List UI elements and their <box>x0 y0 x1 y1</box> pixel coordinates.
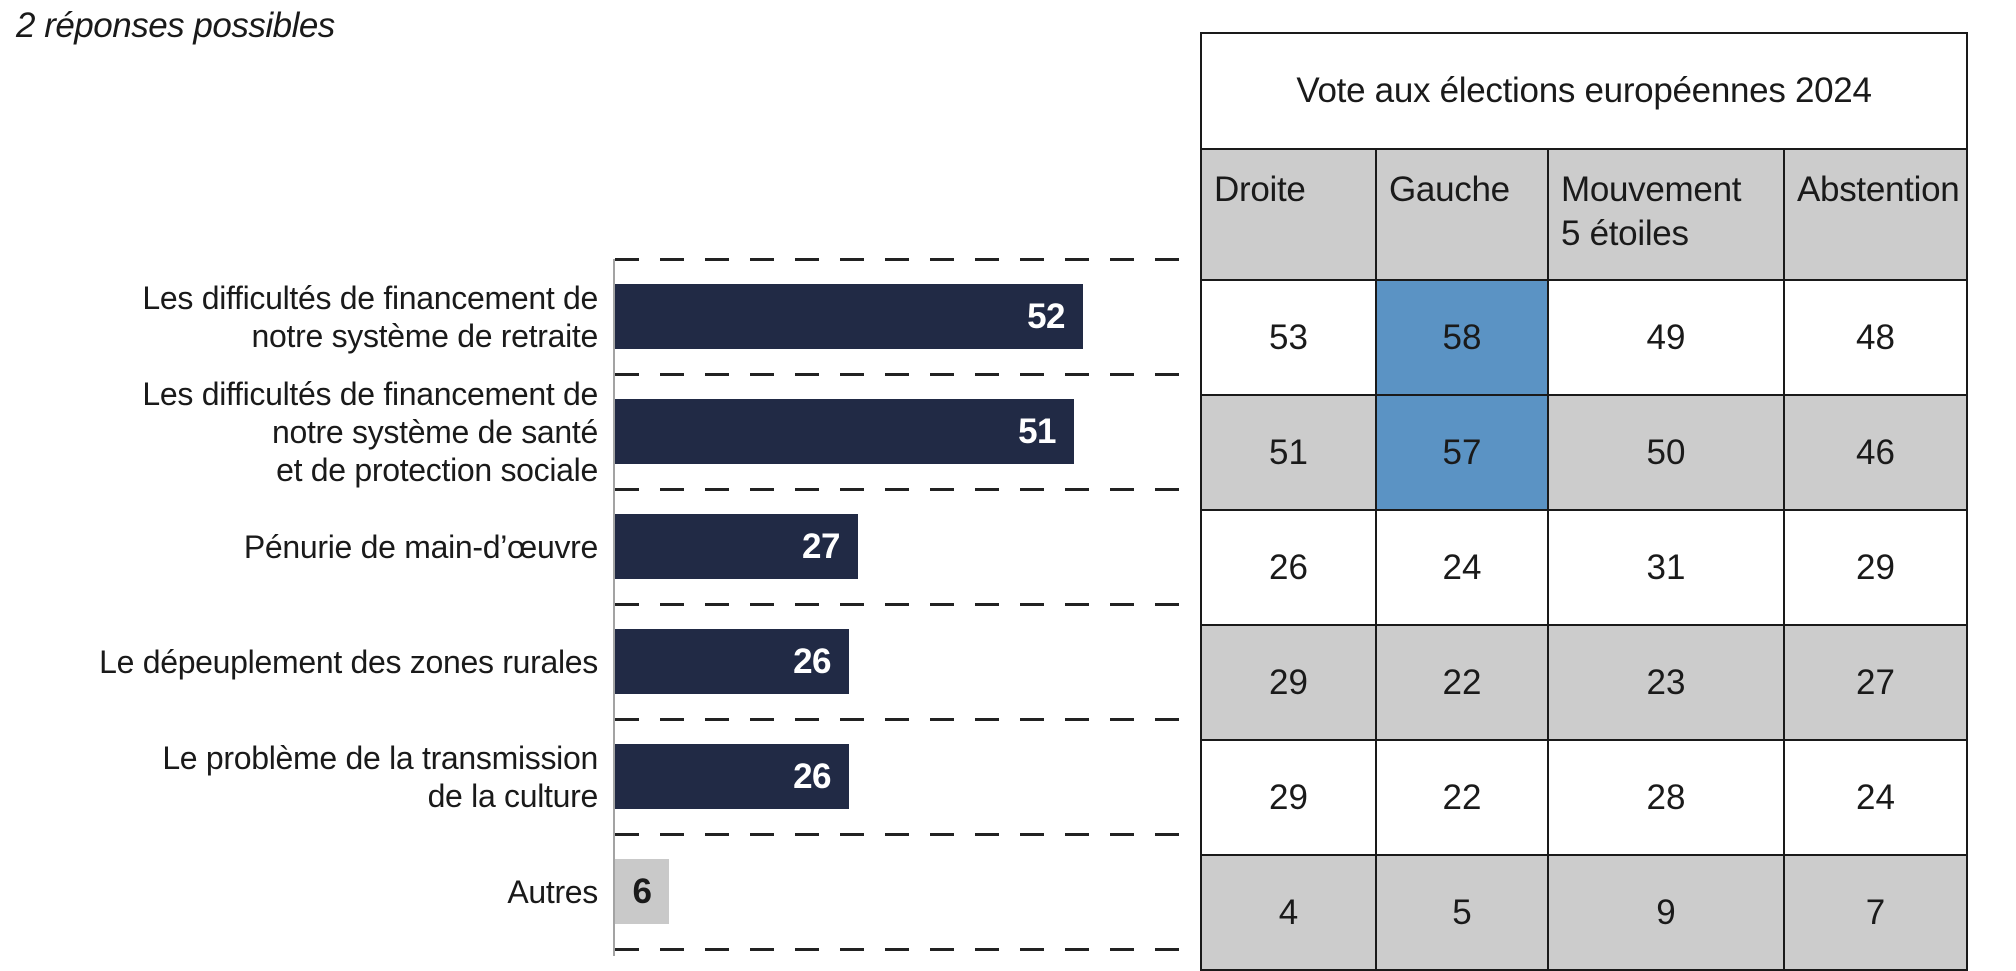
dashed-gridline <box>615 372 1200 376</box>
category-label-row: Les difficultés de financement de notre … <box>0 374 598 489</box>
table-row: 53 58 49 48 <box>1200 279 1968 396</box>
bar-row: 6 <box>615 834 1200 949</box>
table-cell: 7 <box>1783 854 1968 971</box>
bar-value-label: 6 <box>632 871 652 911</box>
category-label-row: Autres <box>0 834 598 949</box>
dashed-gridline <box>615 257 1200 261</box>
table-row: 29 22 23 27 <box>1200 624 1968 741</box>
table-cell: 28 <box>1547 739 1785 856</box>
column-header: Droite <box>1200 148 1377 281</box>
table-cell-highlighted: 57 <box>1375 394 1549 511</box>
dashed-gridline <box>615 717 1200 721</box>
category-label: Autres <box>507 873 598 910</box>
category-label-row: Le problème de la transmission de la cul… <box>0 719 598 834</box>
table-cell: 51 <box>1200 394 1377 511</box>
table-cell: 22 <box>1375 739 1549 856</box>
table-cell: 31 <box>1547 509 1785 626</box>
table-cell: 46 <box>1783 394 1968 511</box>
bar: 26 <box>615 629 849 694</box>
bar-row: 51 <box>615 374 1200 489</box>
y-axis-line <box>613 259 615 956</box>
table-title-row: Vote aux élections européennes 2024 <box>1200 32 1968 150</box>
table-cell: 23 <box>1547 624 1785 741</box>
dashed-gridline <box>615 947 1200 951</box>
category-label: Les difficultés de financement de notre … <box>142 375 598 488</box>
category-label-row: Les difficultés de financement de notre … <box>0 259 598 374</box>
bar-row: 52 <box>615 259 1200 374</box>
table-cell: 24 <box>1783 739 1968 856</box>
bar: 52 <box>615 284 1083 349</box>
table-cell: 24 <box>1375 509 1549 626</box>
table-cell: 9 <box>1547 854 1785 971</box>
table-cell: 49 <box>1547 279 1785 396</box>
table-header-row: Droite Gauche Mouvement 5 étoiles Absten… <box>1200 148 1968 281</box>
dashed-gridline <box>615 602 1200 606</box>
bar-value-label: 26 <box>793 641 831 681</box>
bar: 51 <box>615 399 1074 464</box>
bar-chart: 52 51 27 26 26 6 <box>613 257 1200 956</box>
category-label: Les difficultés de financement de notre … <box>142 279 598 354</box>
column-header: Abstention <box>1783 148 1968 281</box>
bar-row: 26 <box>615 719 1200 834</box>
dashed-gridline <box>615 487 1200 491</box>
category-label: Le problème de la transmission de la cul… <box>162 739 598 814</box>
figure-subtitle: 2 réponses possibles <box>16 6 335 45</box>
table-cell: 48 <box>1783 279 1968 396</box>
column-header: Gauche <box>1375 148 1549 281</box>
category-label: Pénurie de main-d’œuvre <box>243 528 598 565</box>
table-cell: 29 <box>1200 739 1377 856</box>
table-cell: 29 <box>1783 509 1968 626</box>
table-cell: 26 <box>1200 509 1377 626</box>
table-cell: 29 <box>1200 624 1377 741</box>
table-cell: 53 <box>1200 279 1377 396</box>
table-cell: 5 <box>1375 854 1549 971</box>
bar-value-label: 27 <box>802 526 840 566</box>
table-cell: 22 <box>1375 624 1549 741</box>
table-cell: 27 <box>1783 624 1968 741</box>
table-row: 51 57 50 46 <box>1200 394 1968 511</box>
table-row: 4 5 9 7 <box>1200 854 1968 971</box>
category-label: Le dépeuplement des zones rurales <box>99 643 598 680</box>
category-label-row: Le dépeuplement des zones rurales <box>0 604 598 719</box>
table-title: Vote aux élections européennes 2024 <box>1200 32 1968 150</box>
crosstab-table: Vote aux élections européennes 2024 Droi… <box>1200 32 1968 971</box>
bar: 26 <box>615 744 849 809</box>
bar: 27 <box>615 514 858 579</box>
bar: 6 <box>615 859 669 924</box>
table-row: 29 22 28 24 <box>1200 739 1968 856</box>
category-label-row: Pénurie de main-d’œuvre <box>0 489 598 604</box>
category-labels: Les difficultés de financement de notre … <box>0 259 598 949</box>
table-cell-highlighted: 58 <box>1375 279 1549 396</box>
bar-value-label: 51 <box>1018 411 1056 451</box>
column-header: Mouvement 5 étoiles <box>1547 148 1785 281</box>
table-cell: 4 <box>1200 854 1377 971</box>
bar-row: 27 <box>615 489 1200 604</box>
table-cell: 50 <box>1547 394 1785 511</box>
bar-value-label: 52 <box>1027 296 1065 336</box>
table-row: 26 24 31 29 <box>1200 509 1968 626</box>
bar-row: 26 <box>615 604 1200 719</box>
dashed-gridline <box>615 832 1200 836</box>
bar-value-label: 26 <box>793 756 831 796</box>
